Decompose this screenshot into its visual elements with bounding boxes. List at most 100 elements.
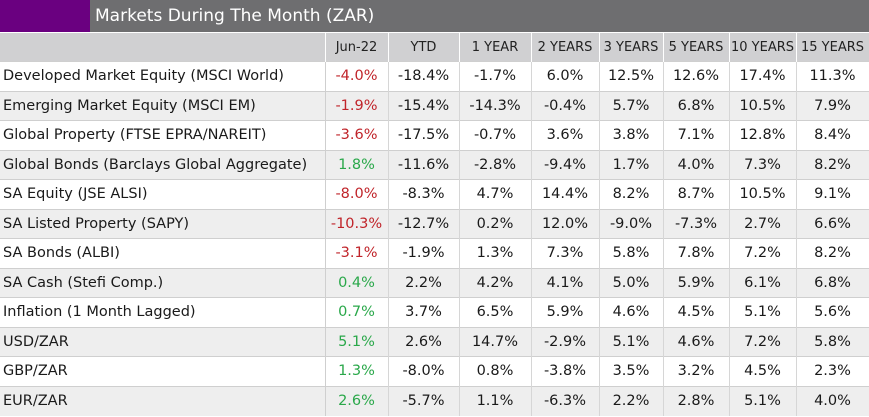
return-cell: 2.7% xyxy=(729,208,797,239)
return-cell: 12.0% xyxy=(531,208,600,239)
return-cell: -7.3% xyxy=(663,208,730,239)
return-cell: 7.2% xyxy=(729,238,797,268)
return-cell: -2.9% xyxy=(531,326,600,357)
return-cell: 4.6% xyxy=(663,326,730,357)
column-header: 2 YEARS xyxy=(531,33,600,62)
table-row: Inflation (1 Month Lagged) 0.7% 3.7% 6.5% 5.… xyxy=(0,297,869,327)
row-label: SA Listed Property (SAPY) xyxy=(0,208,326,239)
return-cell: -9.4% xyxy=(531,149,600,180)
column-header: 5 YEARS xyxy=(663,33,730,62)
return-cell: -3.8% xyxy=(531,356,600,386)
return-cell: -12.7% xyxy=(388,208,460,239)
return-cell: -0.7% xyxy=(459,120,532,150)
header-row: Jun-22 YTD 1 YEAR 2 YEARS 3 YEARS 5 YEAR… xyxy=(0,33,869,62)
return-cell: 2.2% xyxy=(388,267,460,298)
table-title: Markets During The Month (ZAR) xyxy=(95,6,375,26)
return-cell: -14.3% xyxy=(459,90,532,121)
row-label: USD/ZAR xyxy=(0,326,326,357)
return-cell: 0.2% xyxy=(459,208,532,239)
month-return-cell: 2.6% xyxy=(324,385,389,416)
row-label: Developed Market Equity (MSCI World) xyxy=(0,61,326,91)
return-cell: -8.3% xyxy=(388,179,460,209)
month-return-cell: 5.1% xyxy=(324,326,389,357)
return-cell: -11.6% xyxy=(388,149,460,180)
return-cell: 10.5% xyxy=(729,90,797,121)
return-cell: 4.5% xyxy=(729,356,797,386)
return-cell: 5.6% xyxy=(796,297,869,327)
return-cell: 17.4% xyxy=(729,61,797,91)
return-cell: 9.1% xyxy=(796,179,869,209)
table-row: Global Property (FTSE EPRA/NAREIT) -3.6% -… xyxy=(0,120,869,150)
return-cell: 6.1% xyxy=(729,267,797,298)
return-cell: 1.7% xyxy=(599,149,664,180)
return-cell: 5.1% xyxy=(729,385,797,416)
row-label: SA Equity (JSE ALSI) xyxy=(0,179,326,209)
month-return-cell: 0.4% xyxy=(324,267,389,298)
row-label: Global Property (FTSE EPRA/NAREIT) xyxy=(0,120,326,150)
return-cell: 2.3% xyxy=(796,356,869,386)
column-header: YTD xyxy=(388,33,460,62)
table-row: SA Bonds (ALBI) -3.1% -1.9% 1.3% 7.3% 5.8% 7.8… xyxy=(0,238,869,268)
month-return-cell: -1.9% xyxy=(324,90,389,121)
return-cell: 1.1% xyxy=(459,385,532,416)
row-label: SA Bonds (ALBI) xyxy=(0,238,326,268)
return-cell: 0.8% xyxy=(459,356,532,386)
return-cell: 7.1% xyxy=(663,120,730,150)
return-cell: 8.2% xyxy=(796,149,869,180)
return-cell: 4.7% xyxy=(459,179,532,209)
table-row: SA Cash (Stefi Comp.) 0.4% 2.2% 4.2% 4.1% 5.0… xyxy=(0,267,869,298)
column-header: 3 YEARS xyxy=(599,33,664,62)
return-cell: 3.7% xyxy=(388,297,460,327)
return-cell: 3.8% xyxy=(599,120,664,150)
column-header: 15 YEARS xyxy=(796,33,869,62)
month-return-cell: 0.7% xyxy=(324,297,389,327)
return-cell: -5.7% xyxy=(388,385,460,416)
month-return-cell: 1.8% xyxy=(324,149,389,180)
return-cell: 5.8% xyxy=(796,326,869,357)
return-cell: 4.1% xyxy=(531,267,600,298)
return-cell: 5.7% xyxy=(599,90,664,121)
return-cell: 4.6% xyxy=(599,297,664,327)
return-cell: 5.1% xyxy=(729,297,797,327)
header-blank xyxy=(0,33,326,62)
return-cell: 8.7% xyxy=(663,179,730,209)
return-cell: -15.4% xyxy=(388,90,460,121)
return-cell: 2.6% xyxy=(388,326,460,357)
return-cell: 5.8% xyxy=(599,238,664,268)
column-header: 1 YEAR xyxy=(459,33,532,62)
table-row: GBP/ZAR 1.3% -8.0% 0.8% -3.8% 3.5% 3.2% 4.5% 2.3… xyxy=(0,356,869,386)
return-cell: 5.9% xyxy=(531,297,600,327)
month-return-cell: -10.3% xyxy=(324,208,389,239)
returns-table: Jun-22 YTD 1 YEAR 2 YEARS 3 YEARS 5 YEAR… xyxy=(0,33,869,416)
return-cell: -6.3% xyxy=(531,385,600,416)
column-header: Jun-22 xyxy=(325,33,389,62)
return-cell: 10.5% xyxy=(729,179,797,209)
month-return-cell: -3.6% xyxy=(324,120,389,150)
return-cell: 2.8% xyxy=(663,385,730,416)
table-row: Developed Market Equity (MSCI World) -4.0… xyxy=(0,61,869,91)
row-label: Emerging Market Equity (MSCI EM) xyxy=(0,90,326,121)
row-label: EUR/ZAR xyxy=(0,385,326,416)
row-label: Global Bonds (Barclays Global Aggregate) xyxy=(0,149,326,180)
return-cell: 6.8% xyxy=(663,90,730,121)
return-cell: -2.8% xyxy=(459,149,532,180)
return-cell: 6.6% xyxy=(796,208,869,239)
title-bar: Markets During The Month (ZAR) xyxy=(0,0,869,32)
return-cell: 12.5% xyxy=(599,61,664,91)
return-cell: 11.3% xyxy=(796,61,869,91)
return-cell: 3.5% xyxy=(599,356,664,386)
return-cell: 14.7% xyxy=(459,326,532,357)
month-return-cell: -3.1% xyxy=(324,238,389,268)
return-cell: 2.2% xyxy=(599,385,664,416)
return-cell: -0.4% xyxy=(531,90,600,121)
return-cell: 7.3% xyxy=(729,149,797,180)
return-cell: 7.9% xyxy=(796,90,869,121)
return-cell: 6.8% xyxy=(796,267,869,298)
return-cell: 7.2% xyxy=(729,326,797,357)
table-row: SA Listed Property (SAPY) -10.3% -12.7% 0.2… xyxy=(0,208,869,239)
return-cell: -1.9% xyxy=(388,238,460,268)
column-header: 10 YEARS xyxy=(729,33,797,62)
return-cell: 4.2% xyxy=(459,267,532,298)
return-cell: 3.2% xyxy=(663,356,730,386)
